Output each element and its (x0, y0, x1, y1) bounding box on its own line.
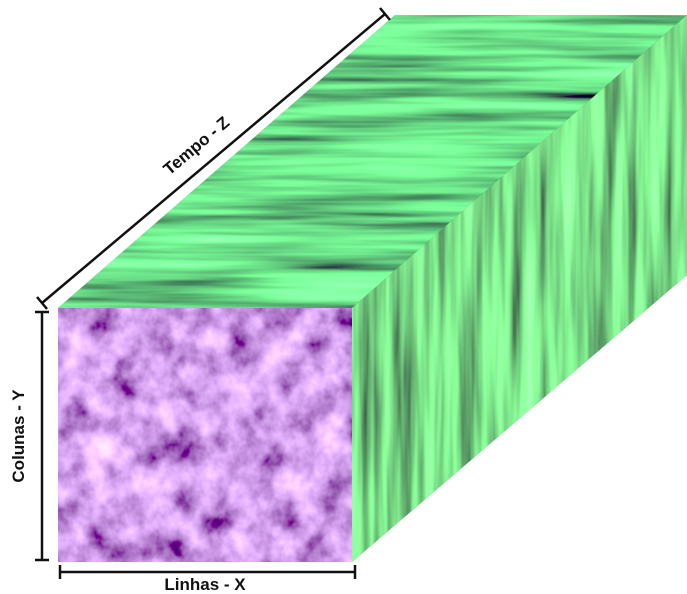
x-axis (58, 565, 357, 579)
y-axis (35, 310, 49, 562)
front-face (58, 308, 352, 562)
z-axis (36, 7, 391, 310)
y-axis-label: Colunas - Y (9, 389, 28, 483)
x-axis-label: Linhas - X (164, 575, 246, 594)
